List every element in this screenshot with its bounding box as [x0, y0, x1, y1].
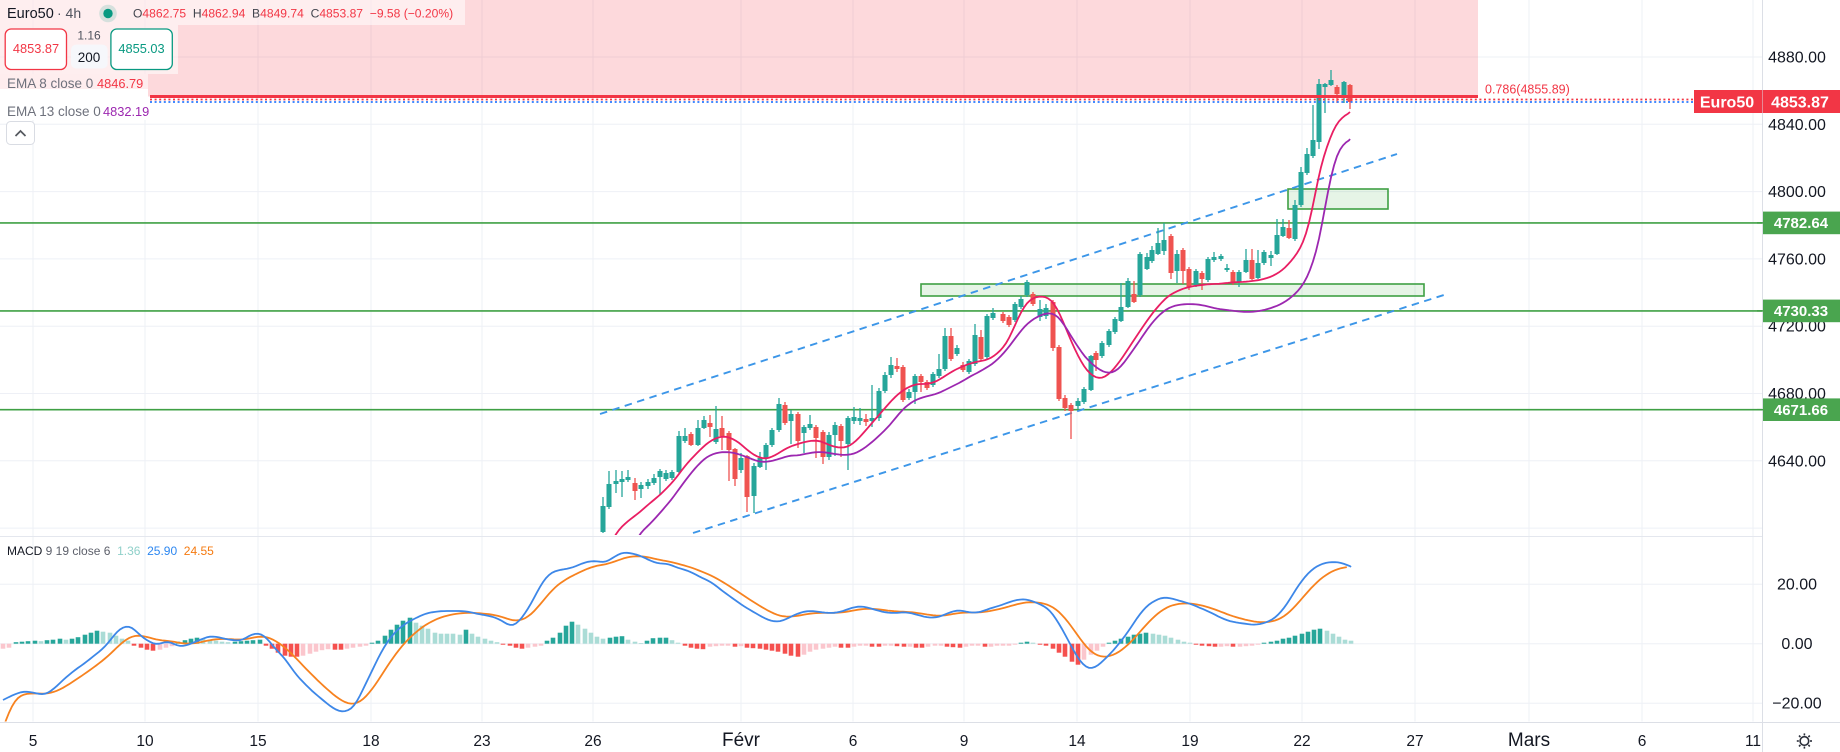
svg-text:4800.00: 4800.00 [1768, 184, 1826, 201]
svg-text:9: 9 [960, 733, 969, 750]
svg-text:4782.64: 4782.64 [1774, 215, 1829, 232]
svg-text:6: 6 [1638, 733, 1647, 750]
svg-text:5: 5 [29, 733, 38, 750]
svg-text:4855.03: 4855.03 [118, 41, 164, 56]
svg-text:EMA 13 close 0: EMA 13 close 0 [7, 104, 101, 119]
svg-text:4640.00: 4640.00 [1768, 453, 1826, 470]
svg-text:18: 18 [362, 733, 379, 750]
svg-text:4832.19: 4832.19 [103, 104, 149, 119]
svg-text:23: 23 [473, 733, 490, 750]
svg-text:4880.00: 4880.00 [1768, 50, 1826, 67]
svg-text:15: 15 [249, 733, 266, 750]
svg-text:4846.79: 4846.79 [97, 76, 143, 91]
svg-text:Févr: Févr [722, 730, 761, 751]
svg-text:1.16: 1.16 [77, 29, 101, 43]
svg-text:11: 11 [1745, 733, 1761, 750]
svg-text:22: 22 [1293, 733, 1310, 750]
svg-text:EMA 8 close 0: EMA 8 close 0 [7, 76, 93, 91]
svg-text:26: 26 [584, 733, 601, 750]
svg-text:4720.00: 4720.00 [1768, 319, 1826, 336]
svg-text:MACD 9 19 close 6 1.36 25.90: MACD 9 19 close 6 1.36 25.90 24.55 [7, 544, 214, 558]
svg-text:4853.87: 4853.87 [13, 41, 59, 56]
svg-text:200: 200 [78, 50, 101, 65]
svg-text:0.786(4855.89): 0.786(4855.89) [1485, 83, 1570, 97]
svg-text:Euro50: Euro50 [1700, 95, 1754, 112]
svg-text:−20.00: −20.00 [1772, 696, 1821, 713]
svg-text:· 4h: · 4h [57, 5, 81, 21]
svg-text:4840.00: 4840.00 [1768, 117, 1826, 134]
svg-text:4671.66: 4671.66 [1774, 402, 1828, 419]
svg-text:14: 14 [1068, 733, 1086, 750]
svg-text:10: 10 [136, 733, 154, 750]
svg-text:4730.33: 4730.33 [1774, 303, 1828, 320]
svg-text:6: 6 [849, 733, 858, 750]
svg-text:Mars: Mars [1508, 730, 1550, 751]
svg-text:27: 27 [1406, 733, 1423, 750]
svg-text:Euro50: Euro50 [7, 6, 54, 22]
svg-text:O4862.75 H4862.94 B4849.74: O4862.75 H4862.94 B4849.74 C4853.87 −9.5… [133, 7, 453, 21]
svg-text:19: 19 [1181, 733, 1198, 750]
svg-text:20.00: 20.00 [1777, 577, 1817, 594]
svg-text:0.00: 0.00 [1781, 636, 1812, 653]
svg-text:4853.87: 4853.87 [1771, 95, 1829, 112]
svg-text:4760.00: 4760.00 [1768, 251, 1826, 268]
